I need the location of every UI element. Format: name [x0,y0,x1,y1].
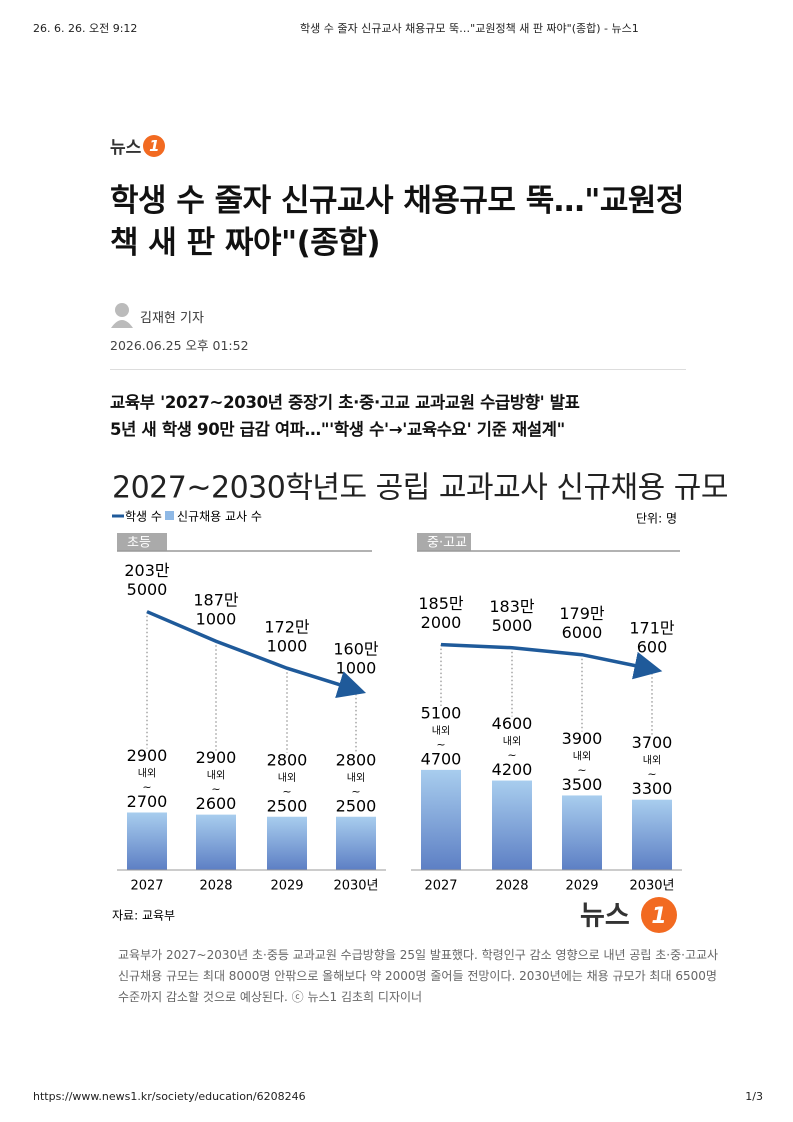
author-icon [111,303,133,328]
logo[interactable]: 뉴스 1 [110,133,166,158]
teacher-max: 4600 [492,714,533,733]
range-sep: ~ [282,785,291,798]
print-page-number: 1/3 [745,1090,763,1103]
teacher-min: 4200 [492,760,533,779]
subheadline: 5년 새 학생 90만 급감 여파…"'학생 수'→'교육수요' 기준 재설계" [110,420,565,439]
panel-tab-label: 초등 [127,536,151,551]
range-sep: ~ [351,785,360,798]
print-url: https://www.news1.kr/society/education/6… [33,1090,306,1103]
logo-text: 뉴스 [110,138,142,158]
student-label: 1000 [196,610,237,629]
teacher-max: 2900 [196,748,237,767]
student-label: 600 [637,638,668,657]
student-label: 160만 [333,639,379,658]
student-label: 1000 [336,658,377,677]
teacher-min: 3300 [632,779,673,798]
teacher-max: 3900 [562,729,603,748]
student-line [440,642,663,680]
range-word: 내외 [432,725,450,737]
teacher-bar [632,799,672,870]
divider [110,369,686,370]
range-word: 내외 [138,767,156,779]
range-sep: ~ [507,749,516,762]
source: 자료: 교육부 [112,909,175,923]
legend-label: 신규채용 교사 수 [177,510,262,524]
teacher-bar [196,814,236,870]
caption: 교육부가 2027~2030년 초·중등 교과교원 수급방향을 25일 발표했다… [118,948,719,1004]
range-sep: ~ [211,783,220,796]
range-sep: ~ [142,780,151,793]
teacher-max: 2800 [336,750,377,769]
panel-tab-label: 중·고교 [427,536,467,551]
logo-number: 1 [143,134,166,157]
panel-tab [417,533,471,551]
year-label: 2028 [199,879,232,894]
student-label: 2000 [421,613,462,632]
teacher-max: 3700 [632,733,673,752]
student-label: 172만 [264,618,310,637]
year-label: 2027 [424,879,457,894]
student-label: 171만 [629,619,675,638]
teacher-max: 5100 [421,703,462,722]
teacher-bar [127,812,167,870]
print-datetime: 26. 6. 26. 오전 9:12 [33,22,138,35]
student-line [146,610,367,698]
range-word: 내외 [347,772,365,784]
range-sep: ~ [577,763,586,776]
watermark-logo: 뉴스 [580,901,630,932]
teacher-max: 2900 [127,746,168,765]
teacher-min: 4700 [421,749,462,768]
teacher-bar [336,816,376,870]
year-label: 2028 [495,879,528,894]
year-label: 2029 [270,879,303,894]
student-label: 203만 [124,561,170,580]
student-label: 187만 [193,591,239,610]
teacher-bar [492,780,532,870]
teacher-min: 2500 [267,796,308,815]
year-label: 2030년 [629,879,674,894]
student-label: 183만 [489,597,535,616]
range-sep: ~ [436,738,445,751]
watermark-circle [641,897,677,933]
student-label: 179만 [559,604,605,623]
legend-label: 학생 수 [125,510,162,524]
unit: 단위: 명 [636,512,677,526]
range-word: 내외 [573,750,591,762]
range-word: 내외 [503,736,521,748]
range-word: 내외 [278,772,296,784]
author[interactable]: 김재현 기자 [140,311,204,326]
teacher-bar [267,816,307,870]
teacher-bar [562,795,602,870]
date: 2026.06.25 오후 01:52 [110,338,249,353]
watermark-number: 1 [651,904,666,929]
teacher-min: 3500 [562,775,603,794]
year-label: 2029 [565,879,598,894]
teacher-bar [421,769,461,870]
range-word: 내외 [643,755,661,767]
range-word: 내외 [207,770,225,782]
student-label: 5000 [492,616,533,635]
student-label: 5000 [127,580,168,599]
teacher-max: 2800 [267,750,308,769]
student-label: 185만 [418,594,464,613]
teacher-min: 2600 [196,794,237,813]
teacher-min: 2700 [127,792,168,811]
student-label: 1000 [267,637,308,656]
subheadline: 교육부 '2027~2030년 중장기 초·중·고교 교과교원 수급방향' 발표 [110,393,580,412]
infographic-title: 2027~2030학년도 공립 교과교사 신규채용 규모 [112,471,728,506]
year-label: 2030년 [333,879,378,894]
legend-swatch [165,511,174,520]
article-title: 학생 수 줄자 신규교사 채용규모 뚝…"교원정책 새 판 짜야"(종합) [110,183,684,261]
range-sep: ~ [647,768,656,781]
panel-tab [117,533,167,551]
year-label: 2027 [130,879,163,894]
print-page-title: 학생 수 줄자 신규교사 채용규모 뚝…"교원정책 새 판 짜야"(종합) - … [300,22,639,35]
student-label: 6000 [562,623,603,642]
teacher-min: 2500 [336,796,377,815]
